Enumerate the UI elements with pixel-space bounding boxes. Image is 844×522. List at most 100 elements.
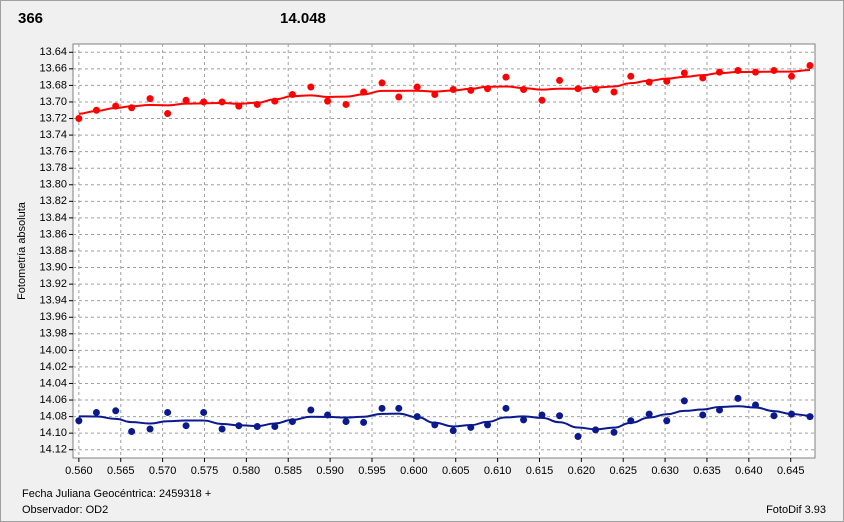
data-point	[574, 85, 582, 93]
x-tick-label: 0.580	[233, 465, 261, 477]
data-point	[610, 88, 618, 96]
y-tick-label: 13.82	[39, 195, 67, 207]
y-tick-label: 13.72	[39, 112, 67, 124]
y-tick-label: 13.70	[39, 96, 67, 108]
x-tick-label: 0.615	[526, 465, 554, 477]
data-point	[431, 421, 439, 429]
data-point	[112, 407, 120, 415]
data-point	[200, 408, 208, 416]
data-point	[610, 428, 618, 436]
data-point	[627, 72, 635, 80]
x-tick-label: 0.640	[735, 465, 763, 477]
data-point	[645, 78, 653, 86]
data-point	[360, 418, 368, 426]
data-point	[467, 86, 475, 94]
data-point	[556, 76, 564, 84]
data-point	[218, 98, 226, 106]
y-tick-label: 13.84	[39, 212, 67, 224]
data-point	[520, 416, 528, 424]
y-tick-label: 13.80	[39, 179, 67, 191]
data-point	[449, 427, 457, 435]
data-point	[592, 86, 600, 94]
data-point	[538, 96, 546, 104]
data-point	[324, 97, 332, 105]
x-tick-label: 0.570	[149, 465, 177, 477]
data-point	[146, 425, 154, 433]
data-point	[680, 397, 688, 405]
y-tick-label: 14.02	[39, 361, 67, 373]
x-tick-label: 0.585	[274, 465, 302, 477]
data-point	[752, 401, 760, 409]
data-point	[484, 85, 492, 93]
observer: Observador: OD2	[22, 504, 108, 516]
data-point	[484, 421, 492, 429]
data-point	[182, 422, 190, 430]
data-point	[288, 91, 296, 99]
y-tick-label: 14.06	[39, 394, 67, 406]
data-point	[342, 100, 350, 108]
x-tick-label: 0.620	[568, 465, 596, 477]
data-point	[770, 66, 778, 74]
data-point	[556, 412, 564, 420]
chart-subtitle: 14.048	[280, 10, 326, 27]
data-point	[449, 86, 457, 94]
data-point	[716, 406, 724, 414]
data-point	[307, 83, 315, 91]
y-tick-label: 13.66	[39, 63, 67, 75]
data-point	[307, 406, 315, 414]
x-tick-label: 0.630	[651, 465, 679, 477]
x-tick-label: 0.635	[693, 465, 721, 477]
data-point	[413, 83, 421, 91]
data-point	[112, 102, 120, 110]
y-tick-label: 13.68	[39, 79, 67, 91]
y-tick-label: 14.04	[39, 377, 67, 389]
data-point	[734, 66, 742, 74]
data-point	[716, 68, 724, 76]
x-tick-label: 0.560	[65, 465, 93, 477]
x-tick-label: 0.565	[107, 465, 135, 477]
y-tick-label: 13.88	[39, 245, 67, 257]
y-tick-label: 13.92	[39, 278, 67, 290]
x-tick-label: 0.605	[442, 465, 470, 477]
y-tick-label: 13.90	[39, 261, 67, 273]
x-tick-label: 0.610	[484, 465, 512, 477]
x-tick-label: 0.625	[609, 465, 637, 477]
data-point	[271, 97, 279, 105]
data-point	[271, 423, 279, 431]
data-point	[75, 115, 83, 123]
y-tick-label: 14.10	[39, 427, 67, 439]
y-tick-label: 13.74	[39, 129, 67, 141]
data-point	[467, 423, 475, 431]
data-point	[663, 417, 671, 425]
data-point	[502, 404, 510, 412]
data-point	[324, 411, 332, 419]
data-point	[288, 418, 296, 426]
data-point	[253, 423, 261, 431]
data-point	[218, 425, 226, 433]
data-point	[752, 68, 760, 76]
data-point	[75, 417, 83, 425]
y-tick-label: 14.12	[39, 444, 67, 456]
data-point	[395, 404, 403, 412]
y-tick-label: 13.76	[39, 146, 67, 158]
data-point	[520, 86, 528, 94]
y-tick-label: 13.64	[39, 46, 67, 58]
data-point	[360, 88, 368, 96]
data-point	[806, 413, 814, 421]
x-axis-label: Fecha Juliana Geocéntrica: 2459318 +	[22, 488, 211, 500]
data-point	[395, 93, 403, 101]
data-point	[770, 412, 778, 420]
data-point	[788, 410, 796, 418]
y-tick-label: 13.98	[39, 328, 67, 340]
data-point	[734, 394, 742, 402]
data-point	[200, 98, 208, 106]
y-axis-label: Fotometría absoluta	[16, 201, 28, 300]
data-point	[413, 413, 421, 421]
data-point	[92, 408, 100, 416]
data-point	[627, 417, 635, 425]
data-point	[663, 77, 671, 85]
data-point	[182, 96, 190, 104]
data-point	[164, 408, 172, 416]
data-point	[699, 411, 707, 419]
